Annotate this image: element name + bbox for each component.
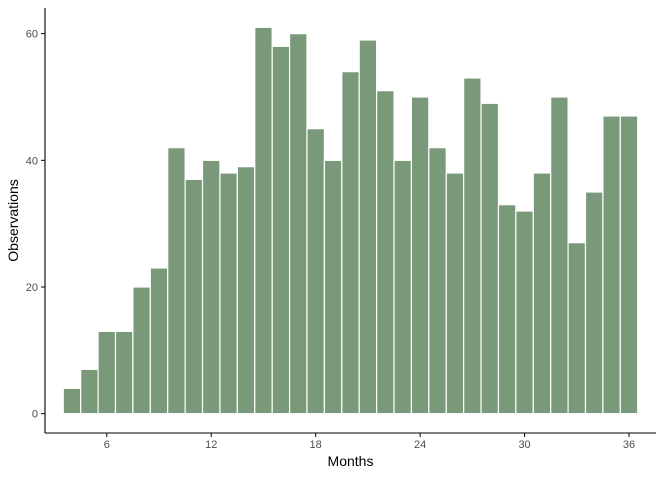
bar-21	[358, 39, 378, 415]
bar-17	[288, 33, 308, 415]
bar-35	[602, 115, 621, 415]
bar-24	[410, 96, 430, 415]
bar-36	[619, 115, 639, 415]
bar-15	[254, 26, 273, 415]
bar-33	[567, 242, 587, 415]
bar-30	[515, 210, 534, 415]
bar-20	[341, 71, 360, 415]
bar-9	[149, 267, 169, 415]
bar-10	[167, 147, 186, 415]
bar-26	[445, 172, 465, 415]
bar-6	[97, 330, 117, 415]
x-axis-title: Months	[328, 453, 374, 469]
bar-18	[306, 128, 325, 415]
bar-34	[584, 191, 604, 415]
bars-group	[62, 26, 639, 415]
bar-28	[480, 102, 500, 415]
bar-32	[550, 96, 569, 415]
y-tick-label-20: 20	[26, 282, 38, 294]
bar-4	[62, 387, 82, 415]
bar-12	[201, 159, 221, 415]
bar-8	[132, 286, 151, 415]
bar-23	[393, 159, 413, 415]
y-axis-title: Observations	[5, 179, 21, 261]
x-tick-label-6: 6	[104, 439, 110, 451]
y-tick-label-0: 0	[32, 409, 38, 421]
bar-5	[80, 368, 99, 415]
y-tick-label-60: 60	[26, 29, 38, 41]
bar-19	[323, 159, 343, 415]
bar-16	[271, 45, 291, 415]
bar-22	[376, 90, 395, 415]
axes-group	[44, 8, 656, 434]
bar-11	[184, 178, 204, 415]
bar-29	[497, 204, 517, 415]
x-tick-label-18: 18	[310, 439, 322, 451]
y-tick-label-40: 40	[26, 155, 38, 167]
bar-31	[532, 172, 552, 415]
bar-7	[114, 330, 134, 415]
bar-14	[236, 166, 256, 415]
ticks-group: 0 20 40 60 6 12 18 24 30 36	[26, 29, 635, 451]
bar-13	[219, 172, 238, 415]
x-tick-label-30: 30	[518, 439, 530, 451]
bar-27	[463, 77, 482, 415]
x-tick-label-36: 36	[623, 439, 635, 451]
x-tick-label-12: 12	[205, 439, 217, 451]
bar-25	[428, 147, 447, 415]
x-tick-label-24: 24	[414, 439, 426, 451]
